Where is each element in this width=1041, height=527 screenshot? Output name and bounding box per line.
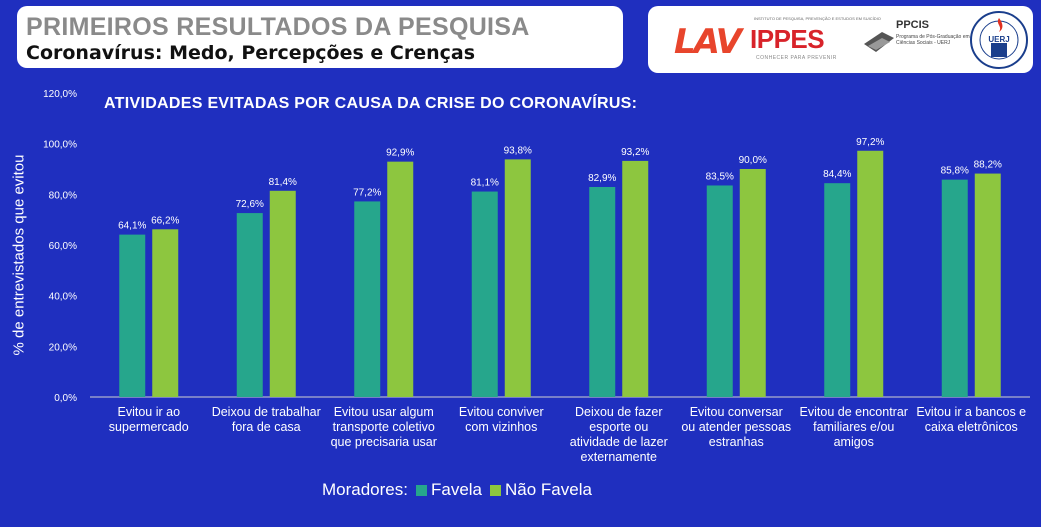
x-category-label: transporte coletivo (333, 420, 435, 434)
bar-favela (119, 234, 146, 397)
y-tick-label: 100,0% (43, 140, 77, 151)
ippes-logo-motto: CONHECER PARA PREVENIR (756, 55, 837, 61)
x-category-label: Deixou de trabalhar (212, 405, 321, 419)
x-category-label: com vizinhos (465, 420, 537, 434)
data-label-nao-favela: 92,9% (386, 148, 414, 159)
x-category-label: Evitou de encontrar (800, 405, 908, 419)
bar-nao-favela (857, 150, 884, 397)
chart-title: ATIVIDADES EVITADAS POR CAUSA DA CRISE D… (104, 95, 638, 112)
data-label-favela: 77,2% (353, 187, 381, 198)
data-label-favela: 85,8% (941, 166, 969, 177)
y-tick-label: 40,0% (49, 292, 77, 303)
x-category-label: externamente (581, 450, 657, 464)
x-category-label: Evitou ir a bancos e (916, 405, 1026, 419)
data-label-favela: 83,5% (706, 171, 734, 182)
y-tick-label: 60,0% (49, 241, 77, 252)
legend-label-nao-favela: Não Favela (505, 480, 592, 499)
bar-nao-favela (974, 173, 1001, 397)
legend-label-favela: Favela (430, 480, 483, 499)
ppcis-emblem-icon (864, 32, 894, 52)
bar-nao-favela (387, 161, 414, 397)
y-tick-label: 0,0% (54, 393, 77, 404)
x-category-label: caixa eletrônicos (925, 420, 1018, 434)
data-label-nao-favela: 90,0% (739, 155, 767, 166)
legend-swatch-favela (415, 484, 427, 496)
x-category-label: familiares e/ou (813, 420, 894, 434)
uerj-logo-text: UERJ (988, 35, 1009, 44)
bar-nao-favela (739, 169, 766, 397)
bar-favela (471, 191, 498, 397)
bar-favela (824, 183, 851, 397)
x-category-label: supermercado (109, 420, 189, 434)
x-category-label: amigos (834, 435, 874, 449)
bar-favela (589, 186, 616, 397)
data-label-favela: 64,1% (118, 221, 146, 232)
ppcis-logo-subtitle: Programa de Pós-Graduação em Ciências So… (896, 34, 970, 46)
data-label-nao-favela: 93,2% (621, 147, 649, 158)
data-label-nao-favela: 66,2% (151, 215, 179, 226)
legend-swatch-nao-favela (490, 484, 502, 496)
legend-prefix: Moradores: (322, 480, 408, 499)
data-label-nao-favela: 93,8% (504, 145, 532, 156)
x-category-label: estranhas (709, 435, 764, 449)
bar-favela (706, 185, 733, 397)
data-label-favela: 84,4% (823, 169, 851, 180)
data-label-nao-favela: 88,2% (974, 160, 1002, 171)
logos-panel: LAV INSTITUTO DE PESQUISA, PREVENÇÃO E E… (648, 6, 1033, 73)
bar-favela (941, 179, 968, 397)
bar-nao-favela (622, 160, 649, 397)
bar-favela (236, 213, 263, 397)
y-tick-label: 80,0% (49, 190, 77, 201)
y-tick-label: 20,0% (49, 342, 77, 353)
x-category-label: ou atender pessoas (681, 420, 791, 434)
data-label-favela: 72,6% (236, 199, 264, 210)
page-title: PRIMEIROS RESULTADOS DA PESQUISA (26, 13, 530, 41)
data-label-nao-favela: 97,2% (856, 137, 884, 148)
x-category-label: Evitou conviver (459, 405, 544, 419)
ppcis-logo: PPCIS (896, 19, 930, 31)
page-subtitle: Coronavírus: Medo, Percepções e Crenças (26, 42, 476, 64)
x-category-label: Evitou conversar (690, 405, 783, 419)
bar-nao-favela (504, 159, 531, 397)
data-label-favela: 81,1% (471, 178, 499, 189)
x-category-label: que precisaria usar (331, 435, 437, 449)
lav-logo: LAV (674, 22, 742, 62)
uerj-seal-icon: UERJ (970, 11, 1028, 69)
header-panel: PRIMEIROS RESULTADOS DA PESQUISA Coronav… (17, 6, 623, 68)
bar-nao-favela (152, 229, 179, 397)
x-category-label: esporte ou (589, 420, 648, 434)
chart-legend: Moradores: Favela Não Favela (322, 480, 592, 500)
x-category-label: Evitou usar algum (334, 405, 434, 419)
data-label-nao-favela: 81,4% (269, 177, 297, 188)
x-category-label: atividade de lazer (570, 435, 668, 449)
bar-nao-favela (269, 190, 296, 397)
ippes-logo-tagline: INSTITUTO DE PESQUISA, PREVENÇÃO E ESTUD… (754, 16, 881, 21)
x-category-label: Deixou de fazer (575, 405, 663, 419)
bar-favela (354, 201, 381, 397)
ippes-logo: IPPES (750, 24, 825, 54)
data-label-favela: 82,9% (588, 173, 616, 184)
x-category-label: Evitou ir ao (117, 405, 180, 419)
y-tick-label: 120,0% (43, 89, 77, 100)
x-category-label: fora de casa (232, 420, 301, 434)
